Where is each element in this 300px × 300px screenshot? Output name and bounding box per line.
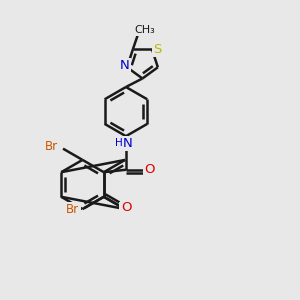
Text: H: H xyxy=(116,138,123,148)
Text: O: O xyxy=(120,202,130,216)
Text: N: N xyxy=(123,136,133,150)
Text: O: O xyxy=(121,201,132,214)
Text: Br: Br xyxy=(45,140,58,153)
Text: O: O xyxy=(145,163,155,176)
Text: CH₃: CH₃ xyxy=(135,25,155,35)
Text: N: N xyxy=(120,59,130,72)
Text: Br: Br xyxy=(66,203,80,216)
Text: S: S xyxy=(153,43,162,56)
